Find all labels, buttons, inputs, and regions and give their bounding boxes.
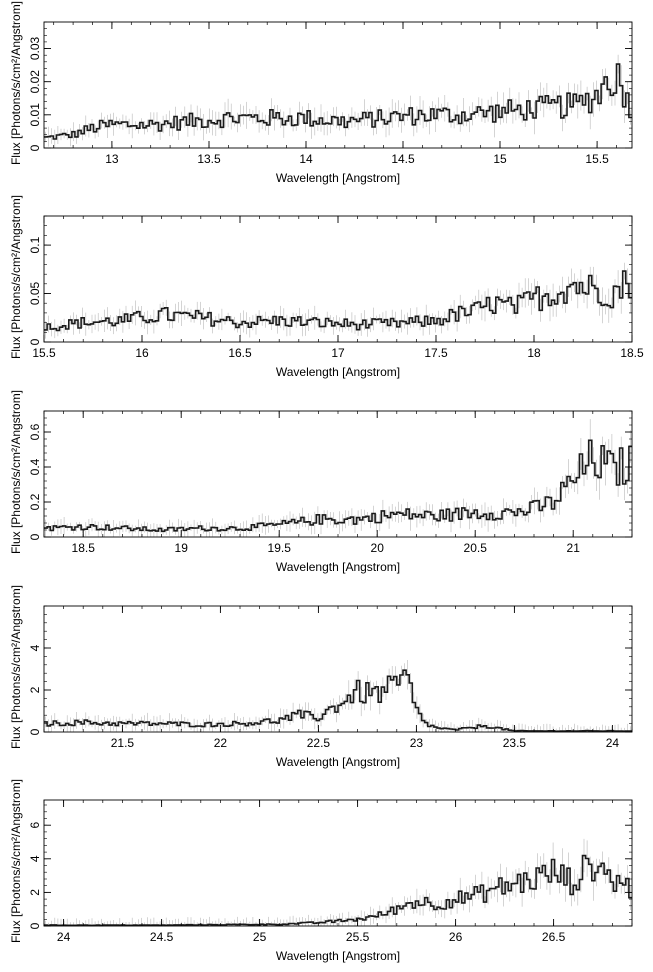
- panel4-spectrum-line: [44, 669, 632, 733]
- panel3-xtick-label: 19: [175, 541, 189, 555]
- panel4-ytick-label: 4: [28, 644, 42, 651]
- panel3-spectrum-line: [44, 439, 632, 533]
- panel3-xtick-label: 21: [567, 541, 581, 555]
- panel2-y-axis-label: Flux [Photons/s/cm²/Angstrom]: [9, 195, 23, 359]
- panel5-ytick-label: 2: [28, 889, 42, 896]
- panel5-xtick-label: 24.5: [150, 930, 174, 944]
- panel2-xtick-label: 16.5: [228, 346, 252, 360]
- panel4-xtick-label: 23.5: [503, 736, 527, 750]
- panel1-xtick-label: 15.5: [585, 152, 609, 166]
- panel5-ytick-label: 0: [28, 922, 42, 929]
- panel4-y-axis-label: Flux [Photons/s/cm²/Angstrom]: [9, 585, 23, 749]
- panel3-x-axis-label: Wavelength [Angstrom]: [276, 560, 400, 574]
- panel2-xtick-label: 17: [331, 346, 345, 360]
- panel4-xtick-label: 22: [214, 736, 228, 750]
- panel5-x-axis-label: Wavelength [Angstrom]: [276, 949, 400, 963]
- panel2-xtick-label: 18.5: [620, 346, 644, 360]
- panel2-xtick-label: 15.5: [32, 346, 56, 360]
- panel3-xtick-label: 19.5: [268, 541, 292, 555]
- panel2-x-axis-label: Wavelength [Angstrom]: [276, 365, 400, 379]
- panel3-y-axis-label: Flux [Photons/s/cm²/Angstrom]: [9, 390, 23, 554]
- panel2-xtick-label: 16: [135, 346, 149, 360]
- panel4-xtick-label: 24: [606, 736, 620, 750]
- panel5-xtick-label: 24: [57, 930, 71, 944]
- panel5-y-axis-label: Flux [Photons/s/cm²/Angstrom]: [9, 779, 23, 943]
- panel2-ytick-label: 0.1: [28, 236, 42, 253]
- panel3-xtick-label: 20.5: [464, 541, 488, 555]
- panel1-ytick-label: 0.01: [28, 103, 42, 127]
- panel1-ytick-label: 0.03: [28, 36, 42, 60]
- panel5-xtick-label: 25.5: [346, 930, 370, 944]
- panel4-ytick-label: 2: [28, 686, 42, 693]
- panel4-xtick-label: 22.5: [307, 736, 331, 750]
- panel2-xtick-label: 17.5: [424, 346, 448, 360]
- panel1-y-axis-label: Flux [Photons/s/cm²/Angstrom]: [9, 1, 23, 165]
- panel5-ytick-label: 4: [28, 855, 42, 862]
- panel1-xtick-label: 13: [105, 152, 119, 166]
- panel1-xtick-label: 14.5: [391, 152, 415, 166]
- panel1-spectrum-line: [44, 63, 632, 140]
- panel5-xtick-label: 26.5: [542, 930, 566, 944]
- panel3-ytick-label: 0.2: [28, 493, 42, 510]
- panel3-xtick-label: 20: [371, 541, 385, 555]
- panel3-ytick-label: 0.4: [28, 458, 42, 475]
- panel4-ytick-label: 0: [28, 728, 42, 735]
- panel1-ytick-label: 0.02: [28, 70, 42, 94]
- panel4-frame: [43, 605, 633, 733]
- panel3-frame: [43, 410, 633, 538]
- panel5-spectrum-line: [44, 854, 632, 927]
- panel3-xtick-label: 18.5: [72, 541, 96, 555]
- panel1-xtick-label: 14: [299, 152, 313, 166]
- panel1-x-axis-label: Wavelength [Angstrom]: [276, 171, 400, 185]
- panel3-ytick-label: 0.6: [28, 423, 42, 440]
- panel5-ytick-label: 6: [28, 822, 42, 829]
- panel4-xtick-label: 21.5: [111, 736, 135, 750]
- panel4-xtick-label: 23: [410, 736, 424, 750]
- panel2-spectrum-line: [44, 270, 632, 332]
- panel3-ytick-label: 0: [28, 533, 42, 540]
- panel1-xtick-label: 13.5: [197, 152, 221, 166]
- panel5-xtick-label: 26: [449, 930, 463, 944]
- panel4-x-axis-label: Wavelength [Angstrom]: [276, 755, 400, 769]
- panel5-xtick-label: 25: [253, 930, 267, 944]
- panel2-xtick-label: 18: [527, 346, 541, 360]
- panel2-ytick-label: 0: [28, 338, 42, 345]
- panel1-xtick-label: 15: [493, 152, 507, 166]
- panel1-frame: [43, 21, 633, 149]
- panel1-ytick-label: 0: [28, 144, 42, 151]
- panel2-ytick-label: 0.05: [28, 281, 42, 305]
